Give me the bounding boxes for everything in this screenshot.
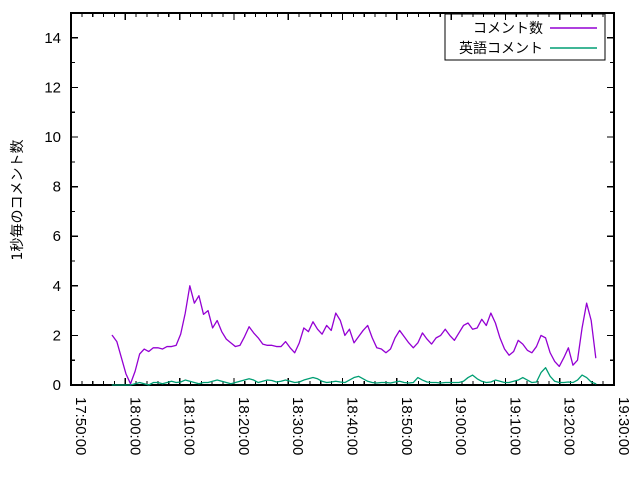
y-tick-label: 14 (44, 30, 61, 47)
legend-label: コメント数 (473, 21, 543, 37)
x-tick-label: 18:50:00 (398, 397, 415, 455)
y-tick-label: 8 (53, 179, 61, 196)
y-tick-label: 0 (53, 377, 61, 394)
legend-label: 英語コメント (459, 40, 543, 57)
y-tick-label: 12 (44, 79, 61, 96)
x-tick-label: 18:00:00 (126, 397, 143, 455)
y-tick-label: 6 (53, 228, 61, 245)
plot-frame (70, 12, 615, 386)
y-tick-label: 2 (53, 327, 61, 344)
x-tick-label: 18:20:00 (235, 397, 252, 455)
x-tick-label: 19:30:00 (615, 397, 632, 455)
x-tick-label: 17:50:00 (72, 397, 89, 455)
x-tick-label: 18:10:00 (181, 397, 198, 455)
x-tick-label: 19:10:00 (506, 397, 523, 455)
x-tick-label: 18:30:00 (289, 397, 306, 455)
data-series (111, 285, 597, 386)
legend-box (444, 13, 606, 61)
y-axis-label: 1秒毎のコメント数 (10, 140, 26, 261)
x-tick-label: 18:40:00 (344, 397, 361, 455)
series-line-comments (111, 285, 597, 385)
series-line-english-comments (111, 366, 597, 386)
x-tick-label: 19:20:00 (561, 397, 578, 455)
y-tick-label: 4 (53, 278, 61, 295)
y-tick-label: 10 (44, 129, 61, 146)
x-tick-label: 19:00:00 (452, 397, 469, 455)
